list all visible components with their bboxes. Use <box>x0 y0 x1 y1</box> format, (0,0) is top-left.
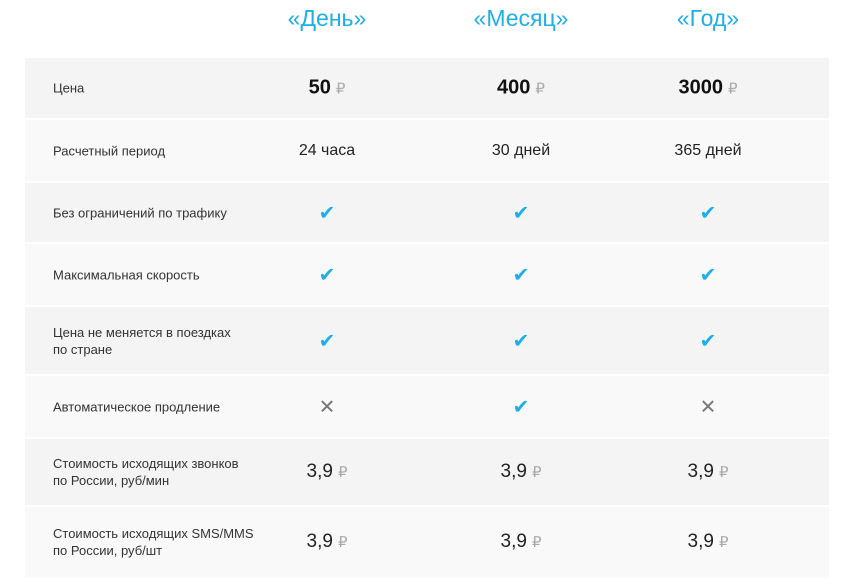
cell-month: 3,9 ₽ <box>501 461 542 483</box>
ruble-sign: ₽ <box>727 80 738 98</box>
plan-year-title: «Год» <box>676 5 740 31</box>
cell-value: 24 часа <box>298 141 356 159</box>
cell-year: 3,9 ₽ <box>688 461 729 483</box>
cell-year: 3,9 ₽ <box>688 531 729 553</box>
cell-value: 3,9 <box>500 531 527 552</box>
plan-headers: «День» «Месяц» «Год» <box>0 0 850 40</box>
check-icon: ✔ <box>318 330 336 352</box>
table-row: Стоимость исходящих звонков по России, р… <box>25 439 829 507</box>
cell-day: 3,9 ₽ <box>307 531 348 553</box>
cell-day: 3,9 ₽ <box>307 461 348 483</box>
cell-year: 3000 ₽ <box>678 77 737 100</box>
cell-value: 3,9 <box>687 531 714 552</box>
cross-icon: ✕ <box>318 396 336 418</box>
cell-month: 30 дней <box>492 142 550 160</box>
row-label: Без ограничений по трафику <box>53 205 227 220</box>
cell-month: 3,9 ₽ <box>501 531 542 553</box>
plan-day-title: «День» <box>287 5 367 31</box>
table-row: Стоимость исходящих SMS/MMS по России, р… <box>25 507 829 579</box>
ruble-sign: ₽ <box>337 534 348 551</box>
ruble-sign: ₽ <box>335 80 346 98</box>
check-icon: ✔ <box>699 330 717 352</box>
check-icon: ✔ <box>512 264 530 286</box>
table-row: Автоматическое продление ✕ ✔ ✕ <box>25 376 829 439</box>
cell-value: 3,9 <box>306 461 333 482</box>
cell-value: 50 <box>308 76 331 99</box>
row-label: Автоматическое продление <box>53 399 221 414</box>
check-icon: ✔ <box>699 202 717 224</box>
table-row: Цена не меняется в поездках по стране ✔ ✔ ✔ <box>25 307 829 376</box>
check-icon: ✔ <box>512 202 530 224</box>
table-row: Максимальная скорость ✔ ✔ ✔ <box>25 244 829 307</box>
cell-value: 3,9 <box>500 461 527 482</box>
cell-value: 3,9 <box>306 531 333 552</box>
row-label: Стоимость исходящих звонков по России, р… <box>53 456 239 488</box>
cell-day: 50 ₽ <box>309 77 346 100</box>
cell-value: 400 <box>497 76 531 99</box>
table-row: Расчетный период 24 часа 30 дней 365 дней <box>25 120 829 183</box>
ruble-sign: ₽ <box>531 534 542 551</box>
plan-month-title: «Месяц» <box>473 5 569 31</box>
table-row: Без ограничений по трафику ✔ ✔ ✔ <box>25 183 829 244</box>
row-label: Цена <box>53 80 85 96</box>
check-icon: ✔ <box>512 396 530 418</box>
check-icon: ✔ <box>318 264 336 286</box>
tariff-comparison-table: Цена 50 ₽400 ₽3000 ₽ Расчетный период 24 часа 3… <box>25 58 829 579</box>
table-row: Цена 50 ₽400 ₽3000 ₽ <box>25 58 829 120</box>
cross-icon: ✕ <box>699 396 717 418</box>
cell-value: 365 дней <box>674 141 742 159</box>
ruble-sign: ₽ <box>535 80 545 98</box>
cell-day: 24 часа <box>299 142 355 160</box>
cell-value: 30 дней <box>491 141 551 159</box>
row-label: Цена не меняется в поездках по стране <box>53 324 231 357</box>
row-label: Стоимость исходящих SMS/MMS по России, р… <box>53 526 254 558</box>
cell-month: 400 ₽ <box>497 77 545 100</box>
ruble-sign: ₽ <box>718 534 729 551</box>
ruble-sign: ₽ <box>718 464 729 481</box>
cell-year: 365 дней <box>674 142 741 160</box>
ruble-sign: ₽ <box>337 464 348 481</box>
check-icon: ✔ <box>699 264 717 286</box>
cell-value: 3000 <box>678 76 723 99</box>
row-label: Расчетный период <box>53 143 166 158</box>
cell-value: 3,9 <box>687 461 714 482</box>
check-icon: ✔ <box>512 330 530 352</box>
row-label: Максимальная скорость <box>53 267 200 282</box>
check-icon: ✔ <box>318 202 336 224</box>
ruble-sign: ₽ <box>531 464 542 481</box>
